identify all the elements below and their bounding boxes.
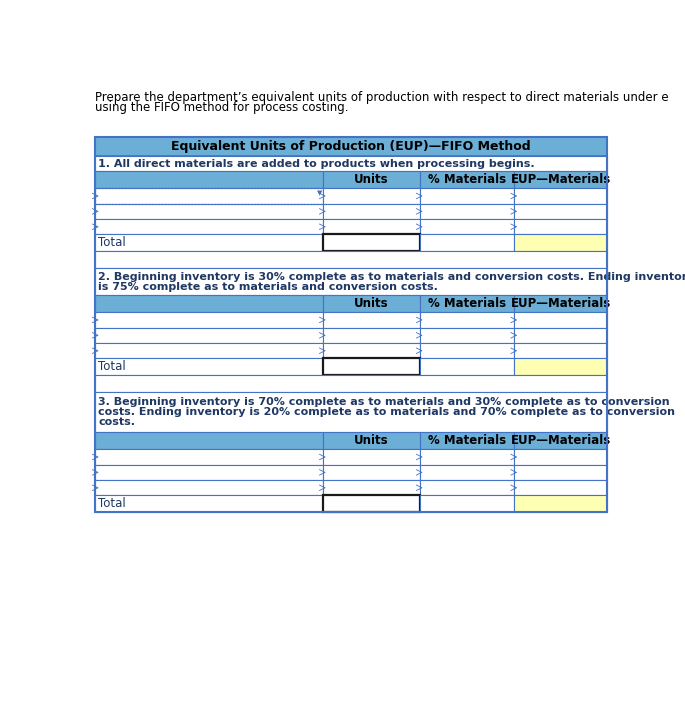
Text: % Materials: % Materials	[428, 173, 506, 186]
Bar	[420, 312, 514, 328]
Bar	[323, 480, 420, 496]
Text: 1. All direct materials are added to products when processing begins.: 1. All direct materials are added to pro…	[98, 159, 535, 169]
Bar	[420, 450, 514, 464]
Text: Total: Total	[98, 236, 126, 250]
Bar	[323, 359, 420, 375]
Bar	[420, 172, 514, 189]
Bar	[420, 464, 514, 480]
Bar	[323, 343, 420, 359]
Bar	[323, 172, 420, 189]
Bar	[95, 450, 323, 464]
Text: 2. Beginning inventory is 30% complete as to materials and conversion costs. End: 2. Beginning inventory is 30% complete a…	[98, 272, 685, 281]
Text: Units: Units	[354, 173, 388, 186]
Bar	[420, 343, 514, 359]
Bar	[95, 203, 323, 219]
Bar	[514, 496, 607, 513]
Bar	[514, 464, 607, 480]
Bar	[323, 450, 420, 464]
Bar	[420, 235, 514, 252]
Text: EUP—Materials: EUP—Materials	[510, 173, 611, 186]
Bar	[514, 359, 607, 375]
Bar	[514, 189, 607, 203]
Bar	[514, 432, 607, 450]
Bar	[323, 235, 420, 252]
Text: EUP—Materials: EUP—Materials	[510, 435, 611, 447]
Bar	[95, 328, 323, 343]
Bar	[95, 392, 607, 432]
Bar	[420, 295, 514, 312]
Bar	[323, 312, 420, 328]
Bar	[95, 156, 607, 172]
Bar	[420, 359, 514, 375]
Text: ▼: ▼	[316, 190, 322, 196]
Bar	[323, 464, 420, 480]
Bar	[420, 480, 514, 496]
Text: Equivalent Units of Production (EUP)—FIFO Method: Equivalent Units of Production (EUP)—FIF…	[171, 140, 531, 153]
Bar	[420, 203, 514, 219]
Bar	[95, 252, 607, 268]
Bar	[95, 496, 323, 513]
Text: using the FIFO method for process costing.: using the FIFO method for process costin…	[95, 101, 349, 114]
Text: % Materials: % Materials	[428, 435, 506, 447]
Bar	[95, 172, 323, 189]
Text: Units: Units	[354, 435, 388, 447]
Text: Total: Total	[98, 360, 126, 374]
Bar	[514, 312, 607, 328]
Bar	[95, 189, 323, 203]
Bar	[95, 295, 323, 312]
Text: Total: Total	[98, 498, 126, 510]
Text: EUP—Materials: EUP—Materials	[510, 297, 611, 311]
Bar	[323, 496, 420, 513]
Bar	[95, 138, 607, 513]
Bar	[323, 295, 420, 312]
Bar	[514, 172, 607, 189]
Bar	[95, 343, 323, 359]
Bar	[95, 432, 323, 450]
Bar	[514, 235, 607, 252]
Bar	[95, 480, 323, 496]
Text: costs. Ending inventory is 20% complete as to materials and 70% complete as to c: costs. Ending inventory is 20% complete …	[98, 408, 675, 418]
Text: Prepare the department’s equivalent units of production with respect to direct m: Prepare the department’s equivalent unit…	[95, 91, 669, 104]
Bar	[95, 359, 323, 375]
Bar	[323, 328, 420, 343]
Bar	[420, 189, 514, 203]
Text: 3. Beginning inventory is 70% complete as to materials and 30% complete as to co: 3. Beginning inventory is 70% complete a…	[98, 397, 670, 407]
Bar	[95, 268, 607, 295]
Bar	[95, 375, 607, 392]
Bar	[514, 343, 607, 359]
Bar	[95, 219, 323, 235]
Bar	[420, 219, 514, 235]
Bar	[95, 312, 323, 328]
Bar	[323, 203, 420, 219]
Bar	[514, 328, 607, 343]
Bar	[323, 219, 420, 235]
Bar	[514, 450, 607, 464]
Bar	[95, 464, 323, 480]
Text: Units: Units	[354, 297, 388, 311]
Bar	[514, 203, 607, 219]
Text: is 75% complete as to materials and conversion costs.: is 75% complete as to materials and conv…	[98, 281, 438, 292]
Bar	[420, 496, 514, 513]
Bar	[323, 432, 420, 450]
Bar	[420, 432, 514, 450]
Text: % Materials: % Materials	[428, 297, 506, 311]
Bar	[514, 480, 607, 496]
Bar	[323, 189, 420, 203]
Text: costs.: costs.	[98, 418, 135, 428]
Bar	[514, 295, 607, 312]
Bar	[514, 219, 607, 235]
Bar	[420, 328, 514, 343]
Bar	[95, 138, 607, 156]
Bar	[95, 235, 323, 252]
